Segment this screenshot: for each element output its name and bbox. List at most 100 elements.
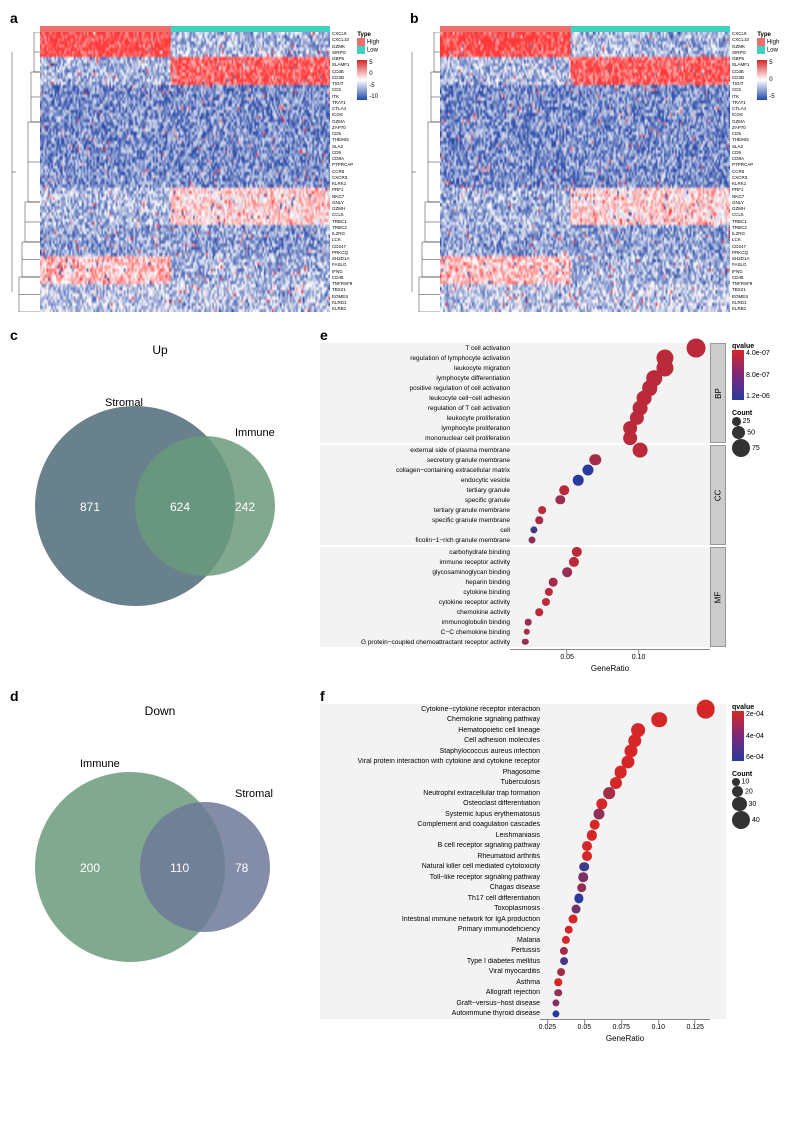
dot-track (514, 343, 710, 353)
term-label: Chemokine signaling pathway (320, 716, 544, 723)
gene-label: SIRPG (732, 51, 753, 56)
gene-label: CD3E (732, 70, 753, 75)
gene-label: SIRPG (332, 51, 353, 56)
term-label: regulation of lymphocyte activation (320, 355, 514, 362)
dot-row: cell (320, 525, 726, 535)
row-heatmaps: a CXCL9CXCL10GZMKSIRPGGBP5SLAMF1CD3ECD3D… (10, 10, 790, 312)
gene-label: GZMA (732, 120, 753, 125)
dot-track (544, 725, 710, 736)
dot-track (544, 820, 710, 831)
size-legend-dot (732, 778, 740, 786)
venn-stromal-count: 871 (80, 500, 100, 514)
dot-marker (562, 936, 570, 944)
dot-row: lymphocyte proliferation (320, 423, 726, 433)
dot-marker (574, 894, 583, 903)
dot-row: Autoimmune thyroid disease (320, 1009, 726, 1020)
term-label: cytokine receptor activity (320, 599, 514, 606)
legend-swatch-low (757, 46, 765, 54)
term-label: Hematopoietic cell lineage (320, 727, 544, 734)
dot-marker (589, 454, 600, 465)
dot-row: Type I diabetes mellitus (320, 956, 726, 967)
dot-row: Complement and coagulation cascades (320, 820, 726, 831)
dot-row: lymphocyte differentiation (320, 373, 726, 383)
gene-label: THEMIS (732, 138, 753, 143)
venn-intersection-count: 110 (170, 861, 189, 875)
term-label: Type I diabetes mellitus (320, 958, 544, 965)
gene-label: ZAP70 (332, 126, 353, 131)
panel-label-e: e (320, 327, 790, 343)
gene-label: PTPRCAP (732, 163, 753, 168)
dot-row: Th17 cell differentiation (320, 893, 726, 904)
kegg-legend: qvalue 2e-04 4e-04 6e-04 Count 10 20 30 … (726, 704, 790, 1043)
dot-row: Systemic lupus erythematosus (320, 809, 726, 820)
dot-row: Allograft rejection (320, 988, 726, 999)
gene-label: IFNG (732, 270, 753, 275)
term-label: Allograft rejection (320, 989, 544, 996)
dot-row: external side of plasma membrane (320, 445, 726, 455)
legend-swatch-high (757, 38, 765, 46)
gene-label: SLAMF1 (732, 63, 753, 68)
x-tick: 0.05 (578, 1020, 592, 1031)
legend-label-low: Low (367, 48, 378, 54)
qvalue-colorbar (732, 711, 744, 761)
dot-track (544, 809, 710, 820)
dot-track (544, 988, 710, 999)
dot-marker (549, 578, 558, 587)
dot-marker (523, 629, 529, 635)
term-label: secretory granule membrane (320, 457, 514, 464)
gene-label: CXCL9 (332, 32, 353, 37)
term-label: Rheumatoid arthritis (320, 853, 544, 860)
dot-track (514, 383, 710, 393)
dot-row: Staphylococcus aureus infection (320, 746, 726, 757)
term-label: Asthma (320, 979, 544, 986)
x-tick: 0.10 (632, 650, 646, 661)
dot-row: Tuberculosis (320, 778, 726, 789)
dot-row: leukocyte cell−cell adhesion (320, 393, 726, 403)
dot-row: Chagas disease (320, 883, 726, 894)
dot-marker (552, 1010, 559, 1017)
gene-label: GZMA (332, 120, 353, 125)
dot-track (544, 704, 710, 715)
gene-label: TIGIT (732, 82, 753, 87)
term-label: B cell receptor signaling pathway (320, 842, 544, 849)
dot-row: Intestinal immune network for IgA produc… (320, 914, 726, 925)
figure-container: a CXCL9CXCL10GZMKSIRPGGBP5SLAMF1CD3ECD3D… (10, 10, 790, 1043)
dot-row: heparin binding (320, 577, 726, 587)
panel-label-d: d (10, 688, 310, 704)
scale-max: 5 (369, 60, 378, 66)
gene-label: IFNG (332, 270, 353, 275)
dot-row: specific granule (320, 495, 726, 505)
size-legend-item: 10 (732, 778, 790, 786)
gene-label: GBP5 (332, 57, 353, 62)
gene-label: PTPRCAP (332, 163, 353, 168)
dot-track (514, 485, 710, 495)
gene-label: GZMH (332, 207, 353, 212)
venn-down-title: Down (10, 704, 310, 718)
size-legend-label: 40 (750, 817, 760, 824)
gene-label: PRKCQ (332, 251, 353, 256)
size-legend-item: 25 (732, 417, 790, 426)
dot-marker (572, 547, 582, 557)
legend-swatch-low (357, 46, 365, 54)
dot-track (514, 393, 710, 403)
gene-label: ICOS (332, 113, 353, 118)
venn-immune-label: Immune (80, 758, 120, 770)
term-label: cytokine binding (320, 589, 514, 596)
dot-track (544, 841, 710, 852)
gene-label: GZMH (732, 207, 753, 212)
gene-label: IL2RG (732, 232, 753, 237)
term-label: Viral protein interaction with cytokine … (320, 758, 544, 765)
gene-label: CD3E (332, 70, 353, 75)
dot-marker (571, 904, 580, 913)
panel-c: c Up Stromal Immune 871 624 242 (10, 327, 310, 673)
term-label: Phagosome (320, 769, 544, 776)
gene-label: TNFRSF9 (332, 282, 353, 287)
term-label: Primary immunodeficiency (320, 926, 544, 933)
term-label: leukocyte migration (320, 365, 514, 372)
dot-track (544, 767, 710, 778)
dot-marker (538, 506, 546, 514)
gene-label: SH2D1A (732, 257, 753, 262)
gene-label: CTLA4 (732, 107, 753, 112)
dot-row: Chemokine signaling pathway (320, 715, 726, 726)
gene-label: TIGIT (332, 82, 353, 87)
